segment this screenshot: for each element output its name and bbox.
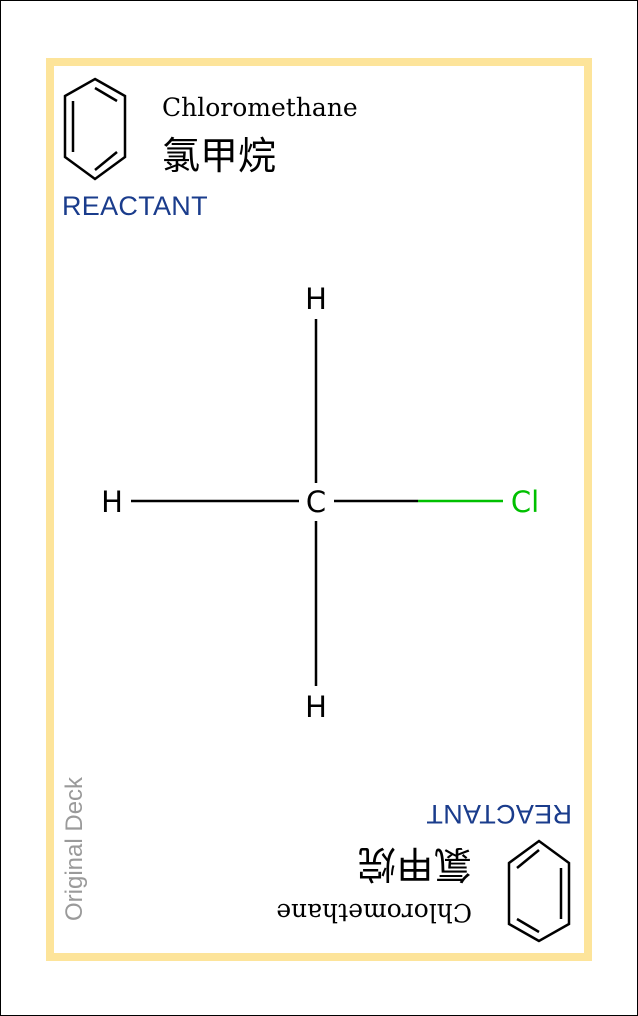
deck-label: Original Deck: [61, 776, 88, 921]
card-corner-top: Chloromethane 氯甲烷 REACTANT: [59, 73, 399, 233]
atom-h-bottom: H: [305, 690, 327, 724]
atom-h-top: H: [305, 282, 327, 316]
compound-name-chinese: 氯甲烷: [162, 134, 277, 178]
card-role-label: REACTANT: [62, 191, 208, 221]
benzene-ring-icon: [507, 839, 571, 943]
card-frame: [46, 58, 592, 961]
card-corner-bottom: Chloromethane 氯甲烷 REACTANT: [235, 787, 575, 947]
atom-h-left: H: [101, 485, 123, 519]
atom-cl-right: Cl: [511, 485, 539, 519]
benzene-ring-icon: [63, 77, 127, 181]
compound-name-english: Chloromethane: [162, 93, 358, 122]
atom-c-center: C: [306, 485, 326, 519]
